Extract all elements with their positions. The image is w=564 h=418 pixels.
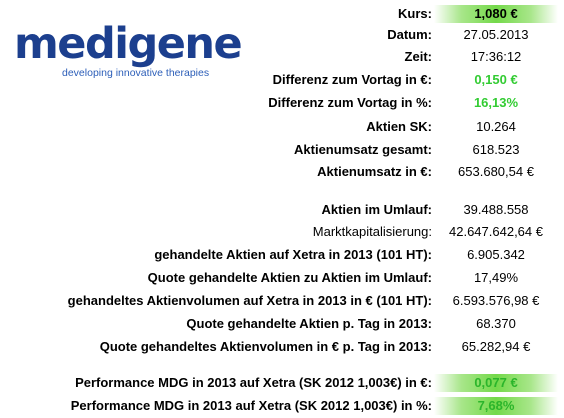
value-zeit: 17:36:12 [470,49,522,64]
value-datum: 27.05.2013 [463,27,529,42]
label-aktien-sk: Aktien SK: [366,119,432,134]
label-kurs: Kurs: [398,6,432,21]
value-quote-aktien-pro-tag: 68.370 [476,316,516,331]
label-gehandelte-aktien-xetra: gehandelte Aktien auf Xetra in 2013 (101… [154,247,432,262]
label-aktien-im-umlauf: Aktien im Umlauf: [321,202,432,217]
label-quote-aktien-pro-tag: Quote gehandelte Aktien p. Tag in 2013: [186,316,432,331]
value-gehandelte-aktien-xetra: 6.905.342 [467,247,525,262]
medigene-logo: medigene developing innovative therapies [14,22,243,80]
label-performance-pct: Performance MDG in 2013 auf Xetra (SK 20… [70,398,432,413]
row-quote-volumen-pro-tag: Quote gehandeltes Aktienvolumen in € p. … [0,336,564,358]
label-quote-gehandelte-aktien: Quote gehandelte Aktien zu Aktien im Uml… [147,270,432,285]
row-datum: Datum: 27.05.2013 [0,24,564,46]
logo-wordmark: medigene [14,19,243,69]
value-diff-eur: 0,150 € [474,72,518,87]
row-performance-pct: Performance MDG in 2013 auf Xetra (SK 20… [0,395,564,417]
value-diff-pct: 16,13% [473,95,519,110]
row-quote-aktien-pro-tag: Quote gehandelte Aktien p. Tag in 2013: … [0,313,564,335]
label-zeit: Zeit: [404,49,432,64]
row-gehandelte-aktien-xetra: gehandelte Aktien auf Xetra in 2013 (101… [0,244,564,266]
value-performance-pct: 7,68% [434,397,558,415]
value-aktienumsatz-gesamt: 618.523 [472,142,520,157]
label-marktkapitalisierung: Marktkapitalisierung: [312,224,432,239]
label-quote-volumen-pro-tag: Quote gehandeltes Aktienvolumen in € p. … [99,339,432,354]
value-quote-volumen-pro-tag: 65.282,94 € [461,339,531,354]
value-marktkapitalisierung: 42.647.642,64 € [449,224,543,239]
row-performance-eur: Performance MDG in 2013 auf Xetra (SK 20… [0,372,564,394]
label-diff-pct: Differenz zum Vortag in %: [268,95,432,110]
row-kurs: Kurs: 1,080 € [0,3,564,25]
value-quote-gehandelte-aktien: 17,49% [473,270,519,285]
row-zeit: Zeit: 17:36:12 [0,46,564,68]
row-aktienvolumen-xetra: gehandeltes Aktienvolumen auf Xetra in 2… [0,290,564,312]
row-diff-eur: Differenz zum Vortag in €: 0,150 € [0,69,564,91]
row-aktienumsatz-gesamt: Aktienumsatz gesamt: 618.523 [0,139,564,161]
value-aktienvolumen-xetra: 6.593.576,98 € [452,293,540,308]
row-aktien-im-umlauf: Aktien im Umlauf: 39.488.558 [0,199,564,221]
value-aktien-sk: 10.264 [476,119,516,134]
label-diff-eur: Differenz zum Vortag in €: [272,72,432,87]
label-aktienumsatz-gesamt: Aktienumsatz gesamt: [294,142,432,157]
label-datum: Datum: [387,27,432,42]
logo-tagline: developing innovative therapies [62,67,210,79]
label-performance-eur: Performance MDG in 2013 auf Xetra (SK 20… [75,375,432,390]
row-marktkapitalisierung: Marktkapitalisierung: 42.647.642,64 € [0,221,564,243]
value-aktien-im-umlauf: 39.488.558 [463,202,529,217]
value-kurs: 1,080 € [434,5,558,23]
label-aktienumsatz-eur: Aktienumsatz in €: [317,164,432,179]
value-performance-eur: 0,077 € [434,374,558,392]
row-aktien-sk: Aktien SK: 10.264 [0,116,564,138]
value-aktienumsatz-eur: 653.680,54 € [458,164,534,179]
row-aktienumsatz-eur: Aktienumsatz in €: 653.680,54 € [0,161,564,183]
row-quote-gehandelte-aktien: Quote gehandelte Aktien zu Aktien im Uml… [0,267,564,289]
row-diff-pct: Differenz zum Vortag in %: 16,13% [0,92,564,114]
label-aktienvolumen-xetra: gehandeltes Aktienvolumen auf Xetra in 2… [67,293,432,308]
